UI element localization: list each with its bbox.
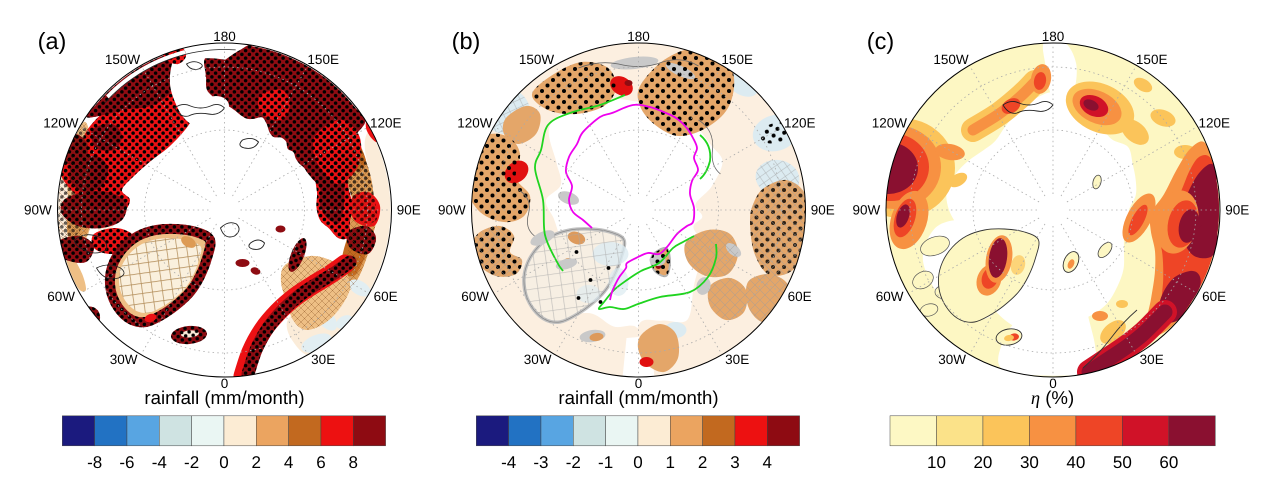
svg-text:-2: -2 [566,453,581,472]
svg-text:150E: 150E [721,52,753,67]
svg-text:6: 6 [316,453,325,472]
svg-text:30W: 30W [938,352,966,367]
svg-text:120W: 120W [457,116,493,131]
svg-text:150W: 150W [933,52,969,67]
svg-text:rainfall (mm/month): rainfall (mm/month) [558,387,718,408]
svg-text:2: 2 [698,453,707,472]
svg-text:150W: 150W [105,52,141,67]
svg-text:180: 180 [1042,29,1065,44]
svg-text:(a): (a) [38,28,67,54]
svg-text:1: 1 [666,453,675,472]
svg-text:(b): (b) [452,28,481,54]
svg-text:30W: 30W [524,352,552,367]
svg-text:90W: 90W [853,203,881,218]
svg-text:150W: 150W [519,52,555,67]
svg-text:-1: -1 [598,453,613,472]
svg-text:60E: 60E [374,289,398,304]
svg-text:4: 4 [284,453,293,472]
svg-text:η (%): η (%) [1031,387,1074,409]
svg-text:2: 2 [252,453,261,472]
svg-text:-2: -2 [184,453,199,472]
svg-text:30E: 30E [311,352,335,367]
svg-text:-6: -6 [119,453,134,472]
svg-text:0: 0 [635,376,643,391]
svg-text:8: 8 [349,453,358,472]
svg-text:-3: -3 [533,453,548,472]
svg-text:90W: 90W [24,203,52,218]
svg-text:10: 10 [927,453,946,472]
svg-text:180: 180 [213,29,236,44]
svg-text:30E: 30E [725,352,749,367]
svg-text:150E: 150E [307,52,339,67]
svg-text:60W: 60W [47,289,75,304]
svg-text:150E: 150E [1136,52,1168,67]
svg-text:30W: 30W [110,352,138,367]
svg-text:120E: 120E [1199,116,1231,131]
svg-text:(c): (c) [867,28,894,54]
svg-text:40: 40 [1066,453,1085,472]
svg-text:90W: 90W [438,203,466,218]
svg-text:-8: -8 [87,453,102,472]
svg-text:0: 0 [1049,376,1057,391]
svg-text:-4: -4 [152,453,167,472]
svg-text:60W: 60W [876,289,904,304]
svg-text:rainfall (mm/month): rainfall (mm/month) [144,387,304,408]
svg-text:30: 30 [1020,453,1039,472]
svg-text:60W: 60W [461,289,489,304]
svg-text:120E: 120E [784,116,816,131]
svg-text:120W: 120W [872,116,908,131]
svg-text:-4: -4 [501,453,516,472]
svg-text:50: 50 [1113,453,1132,472]
svg-text:120E: 120E [370,116,402,131]
svg-text:20: 20 [973,453,992,472]
svg-text:4: 4 [763,453,772,472]
svg-text:3: 3 [730,453,739,472]
svg-text:0: 0 [633,453,642,472]
svg-text:60E: 60E [788,289,812,304]
svg-text:30E: 30E [1140,352,1164,367]
svg-text:120W: 120W [43,116,79,131]
svg-text:0: 0 [221,376,229,391]
svg-text:60: 60 [1159,453,1178,472]
svg-text:0: 0 [219,453,228,472]
svg-text:90E: 90E [1225,203,1249,218]
svg-text:180: 180 [627,29,650,44]
svg-text:90E: 90E [811,203,835,218]
svg-text:90E: 90E [397,203,421,218]
svg-text:60E: 60E [1202,289,1226,304]
